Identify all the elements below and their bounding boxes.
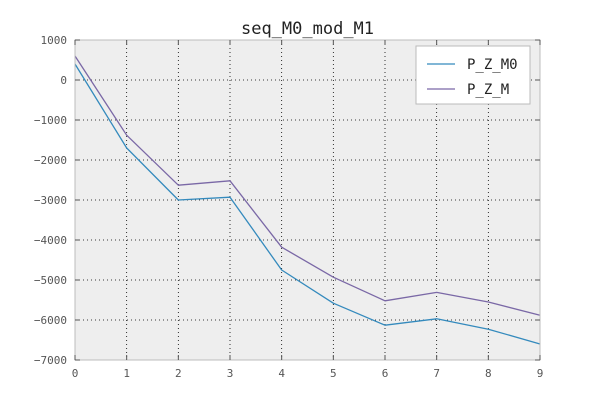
x-tick-label: 5 — [330, 367, 337, 380]
y-tick-label: −3000 — [34, 194, 67, 207]
legend-label-p-z-m0: P_Z_M0 — [467, 57, 518, 73]
x-tick-label: 7 — [433, 367, 440, 380]
y-tick-label: −4000 — [34, 234, 67, 247]
x-tick-label: 4 — [278, 367, 285, 380]
y-tick-label: −5000 — [34, 274, 67, 287]
x-tick-label: 3 — [227, 367, 234, 380]
legend-label-p-z-m: P_Z_M — [467, 82, 509, 98]
y-tick-label: 1000 — [41, 34, 68, 47]
x-tick-label: 0 — [72, 367, 79, 380]
y-tick-label: −6000 — [34, 314, 67, 327]
y-axis-ticks: 1000 0 −1000 −2000 −3000 −4000 −5000 −6000 −7000 — [34, 34, 540, 367]
series-line-p-z-m — [74, 55, 541, 316]
y-tick-label: −7000 — [34, 354, 67, 367]
series-lines — [74, 55, 541, 345]
y-tick-label: 0 — [60, 74, 67, 87]
y-tick-label: −1000 — [34, 114, 67, 127]
x-tick-label: 1 — [123, 367, 130, 380]
x-tick-label: 9 — [537, 367, 544, 380]
x-tick-label: 8 — [485, 367, 492, 380]
x-tick-label: 2 — [175, 367, 182, 380]
chart-title: seq_M0_mod_M1 — [241, 19, 374, 39]
legend: P_Z_M0 P_Z_M — [415, 45, 531, 105]
legend-box — [415, 45, 531, 105]
x-axis-ticks: 0 1 2 3 4 5 6 7 8 9 — [72, 40, 544, 380]
y-tick-label: −2000 — [34, 154, 67, 167]
series-line-p-z-m0 — [74, 63, 541, 345]
x-tick-label: 6 — [382, 367, 389, 380]
grid-lines — [75, 40, 540, 360]
